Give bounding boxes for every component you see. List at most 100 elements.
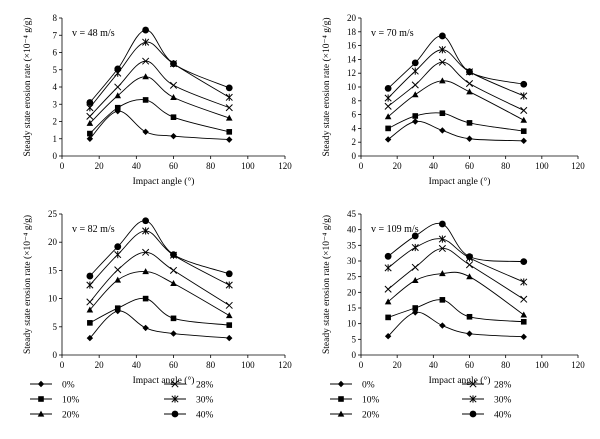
y-tick-label: 6 (352, 110, 357, 120)
data-point (411, 59, 419, 67)
y-tick-label: 10 (347, 319, 357, 329)
y-tick-label: 35 (347, 240, 357, 250)
legend-label: 10% (62, 396, 80, 406)
data-point (411, 81, 419, 89)
y-tick-label: 30 (347, 256, 357, 266)
data-point (225, 84, 233, 92)
data-point (142, 295, 149, 302)
y-axis-title: Steady state erosion rate (×10⁻⁴ g/g) (321, 18, 332, 157)
data-point (86, 306, 94, 313)
series-20pct (86, 268, 233, 319)
y-tick-label: 4 (53, 82, 58, 92)
legend-marker (469, 395, 477, 403)
series-line (387, 120, 524, 142)
series-40pct (384, 32, 528, 92)
series-20pct (86, 73, 233, 126)
data-point (226, 136, 233, 143)
data-point (226, 322, 233, 328)
y-tick-label: 8 (352, 96, 357, 106)
legend-label: 20% (62, 411, 80, 421)
data-point (411, 277, 419, 284)
data-point (438, 58, 446, 66)
data-point (114, 243, 122, 251)
data-point (466, 313, 473, 320)
data-point (86, 119, 94, 126)
series-40pct (384, 220, 528, 266)
x-tick-label: 120 (278, 360, 292, 370)
data-point (384, 298, 392, 305)
x-tick-label: 80 (206, 161, 216, 171)
y-tick-label: 18 (347, 27, 357, 37)
data-point (142, 324, 149, 332)
y-tick-label: 7 (53, 30, 58, 40)
legend-label: 28% (494, 381, 512, 391)
x-tick-label: 60 (169, 360, 179, 370)
data-point (225, 114, 233, 121)
y-tick-label: 8 (53, 13, 58, 23)
series-line (387, 248, 524, 300)
series-line (89, 310, 230, 339)
legend-column-1: 0% 10% 20% (30, 381, 80, 421)
legend-marker (469, 410, 477, 418)
x-tick-label: 20 (393, 360, 403, 370)
y-tick-label: 0 (53, 350, 58, 360)
data-point (384, 102, 392, 110)
data-point (225, 281, 233, 289)
legend-entry: 0% (330, 381, 375, 391)
data-point (520, 137, 527, 145)
x-tick-label: 60 (465, 161, 475, 171)
data-point (169, 81, 178, 89)
legend-entry: 20% (330, 411, 380, 421)
series-10pct (87, 97, 233, 137)
data-point (170, 330, 177, 337)
x-axis-title: Impact angle (°) (429, 176, 491, 187)
data-point (170, 279, 177, 286)
y-tick-label: 5 (53, 65, 58, 75)
x-tick-label: 40 (132, 161, 142, 171)
y-axis-title: Steady state erosion rate (×10⁻⁴ g/g) (321, 215, 332, 354)
data-point (142, 128, 149, 136)
series-28pct (86, 248, 233, 309)
data-point (170, 114, 177, 120)
x-tick-label: 120 (571, 161, 585, 171)
data-point (170, 93, 177, 100)
data-point (411, 263, 419, 271)
legend-column-2: 28% 30% 40% (164, 380, 214, 421)
legend-entry: 40% (462, 411, 512, 421)
data-point (438, 46, 446, 54)
legend-label: 0% (362, 381, 375, 391)
series-40pct (86, 26, 233, 106)
y-tick-label: 5 (53, 322, 58, 332)
legend-label: 40% (196, 411, 214, 421)
series-line (387, 112, 524, 132)
series-10pct (87, 295, 233, 328)
series-0pct (384, 118, 527, 145)
data-point (142, 57, 150, 65)
y-tick-label: 14 (347, 54, 357, 64)
data-point (411, 67, 419, 75)
data-point (466, 120, 473, 126)
legend-entry: 40% (164, 411, 214, 421)
data-point (439, 127, 446, 134)
data-point (412, 113, 419, 119)
series-30pct (86, 227, 233, 289)
data-point (520, 295, 528, 303)
data-point (438, 32, 446, 40)
data-point (114, 266, 122, 274)
data-point (114, 104, 121, 111)
data-point (466, 68, 473, 76)
legend-label: 10% (362, 396, 380, 406)
velocity-annotation: v = 48 m/s (72, 28, 115, 39)
x-tick-label: 20 (393, 161, 403, 171)
data-point (465, 79, 474, 88)
data-point (439, 270, 446, 277)
x-tick-label: 0 (60, 360, 65, 370)
legend-label: 28% (196, 381, 214, 391)
data-point (411, 243, 419, 252)
legend-entry: 28% (462, 380, 512, 391)
data-point (86, 135, 94, 142)
x-tick-label: 60 (169, 161, 179, 171)
y-tick-label: 0 (53, 151, 58, 161)
x-axis-title: Impact angle (°) (429, 375, 491, 386)
